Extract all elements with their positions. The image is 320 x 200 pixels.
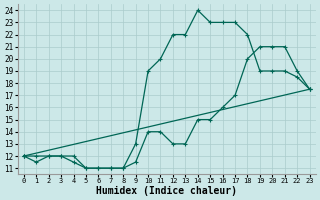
X-axis label: Humidex (Indice chaleur): Humidex (Indice chaleur)	[96, 186, 237, 196]
